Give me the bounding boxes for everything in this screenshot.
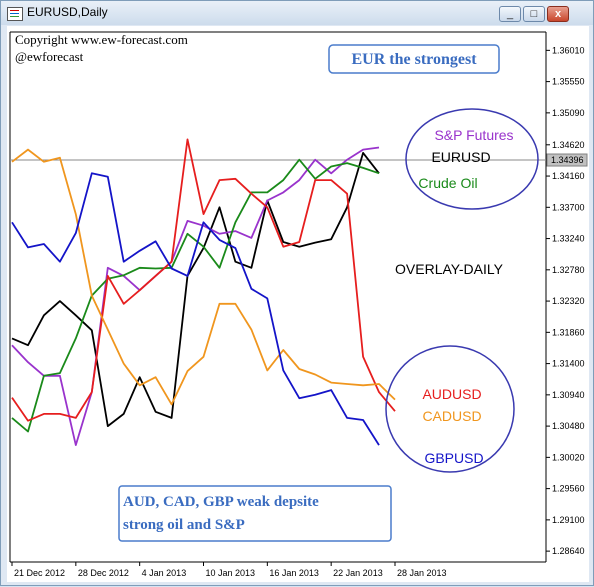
y-axis-ticks: 1.36010 1.35550 1.35090 1.34620 1.34160 1.337… [546,45,585,556]
y-tick-label: 1.29100 [552,515,585,525]
x-tick-label: 16 Jan 2013 [269,568,319,578]
x-tick-label: 4 Jan 2013 [142,568,187,578]
y-tick-label: 1.33700 [552,202,585,212]
y-tick-label: 1.28640 [552,546,585,556]
y-tick-label: 1.34160 [552,171,585,181]
bottom-note-line1: AUD, CAD, GBP weak depsite [123,494,319,510]
y-tick-label: 1.35550 [552,77,585,87]
bottom-note-box [118,485,392,542]
series-line-audusd [11,138,396,422]
bottom-legend-circle [385,345,515,473]
chart-area[interactable]: 1.36010 1.35550 1.35090 1.34620 1.34160 1.337… [7,26,589,582]
window-title: EURUSD,Daily [27,5,108,19]
legend-crude-oil: Crude Oil [418,175,477,191]
y-tick-label: 1.31860 [552,327,585,337]
y-tick-label: 1.32320 [552,296,585,306]
series-line-cadusd [11,148,396,406]
legend-audusd: AUDUSD [422,386,481,402]
x-tick-label: 28 Dec 2012 [78,568,129,578]
close-button[interactable]: x [547,6,569,22]
legend-gbpusd: GBPUSD [424,450,483,466]
y-tick-label: 1.30020 [552,452,585,462]
y-tick-label: 1.34620 [552,140,585,150]
bottom-note-line2: strong oil and S&P [123,517,245,533]
chart-window-icon [7,7,23,21]
y-tick-label: 1.30940 [552,390,585,400]
series-line-gbpusd [11,172,380,446]
x-tick-label: 22 Jan 2013 [333,568,383,578]
x-tick-label: 10 Jan 2013 [206,568,256,578]
y-tick-label: 1.36010 [552,45,585,55]
copyright-text: Copyright www.ew-forecast.com [15,32,188,47]
series-line-eurusd [11,152,380,428]
y-tick-label: 1.33240 [552,234,585,244]
minimize-button[interactable]: _ [499,6,521,22]
headline-box [328,44,500,74]
maximize-icon: □ [530,8,538,20]
x-tick-label: 28 Jan 2013 [397,568,447,578]
overlay-label: OVERLAY-DAILY [395,261,504,277]
close-icon: x [554,8,562,20]
y-tick-label: 1.31400 [552,359,585,369]
maximize-button[interactable]: □ [523,6,545,22]
current-price-label: 1.34396 [551,155,584,165]
series-line-crude-oil [11,158,380,433]
top-legend-circle [405,108,539,210]
chart-svg: 1.36010 1.35550 1.35090 1.34620 1.34160 1.337… [7,26,589,582]
headline-text: EUR the strongest [351,51,477,68]
y-tick-label: 1.35090 [552,108,585,118]
current-price-marker [546,153,588,167]
minimize-icon: _ [506,8,514,20]
legend-eurusd: EURUSD [431,149,490,165]
y-tick-label: 1.32780 [552,265,585,275]
handle-text: @ewforecast [15,49,84,64]
y-tick-label: 1.30480 [552,421,585,431]
legend-cadusd: CADUSD [422,408,481,424]
series-line-s-p-futures [11,146,380,447]
legend-sp-futures: S&P Futures [434,127,513,143]
x-tick-label: 21 Dec 2012 [14,568,65,578]
x-axis-ticks: 21 Dec 2012 28 Dec 2012 4 Jan 2013 10 Jan 2… [11,562,447,578]
title-bar[interactable]: EURUSD,Daily _ □ x [1,1,593,25]
y-tick-label: 1.29560 [552,484,585,494]
series-lines [11,138,396,447]
